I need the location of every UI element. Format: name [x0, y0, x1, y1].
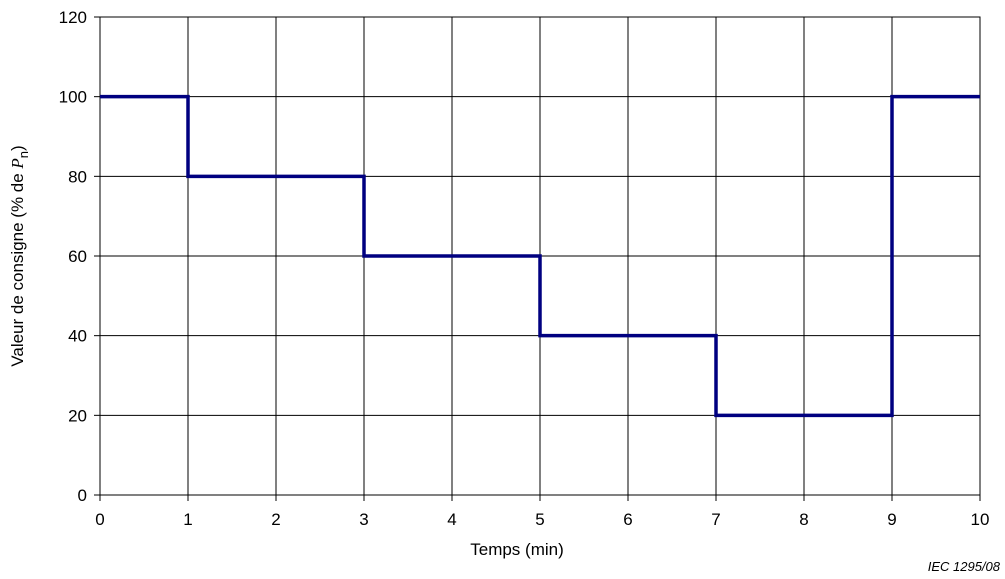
y-axis-label-subscript: n — [16, 151, 31, 158]
y-tick-label: 120 — [59, 8, 87, 27]
x-tick-label: 8 — [799, 510, 808, 529]
x-tick-label: 6 — [623, 510, 632, 529]
x-tick-label: 3 — [359, 510, 368, 529]
x-tick-label: 4 — [447, 510, 456, 529]
x-tick-label: 9 — [887, 510, 896, 529]
y-tick-label: 40 — [68, 327, 87, 346]
y-tick-label: 80 — [68, 167, 87, 186]
y-tick-label: 0 — [78, 486, 87, 505]
x-tick-labels: 0 1 2 3 4 5 6 7 8 9 10 — [95, 510, 989, 529]
axis-ticks — [94, 16, 981, 501]
source-label: IEC 1295/08 — [928, 559, 1001, 574]
x-tick-label: 1 — [183, 510, 192, 529]
y-axis-label: Valeur de consigne (% de Pn) — [8, 145, 31, 366]
x-tick-label: 10 — [971, 510, 990, 529]
x-tick-label: 5 — [535, 510, 544, 529]
setpoint-step-line — [100, 94, 980, 418]
y-axis-label-variable: P — [8, 158, 27, 169]
y-tick-label: 60 — [68, 247, 87, 266]
y-axis-label-prefix: Valeur de consigne (% de — [8, 169, 27, 367]
x-tick-label: 2 — [271, 510, 280, 529]
y-tick-labels: 0 20 40 60 80 100 120 — [59, 8, 87, 505]
y-tick-label: 100 — [59, 88, 87, 107]
x-tick-label: 7 — [711, 510, 720, 529]
x-tick-label: 0 — [95, 510, 104, 529]
y-tick-label: 20 — [68, 406, 87, 425]
x-axis-label: Temps (min) — [470, 540, 564, 559]
y-axis-label-suffix: ) — [8, 145, 27, 151]
step-vertices — [99, 96, 981, 416]
